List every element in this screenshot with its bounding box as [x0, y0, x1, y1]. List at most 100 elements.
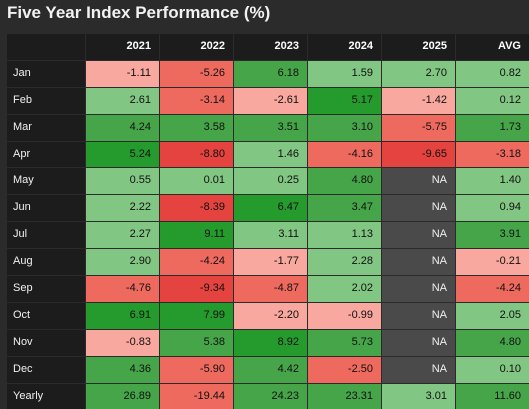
value-cell: 2.27	[86, 222, 159, 249]
value-cell: NA	[382, 249, 455, 276]
value-cell: 3.51	[234, 114, 307, 141]
value-cell: 2.05	[456, 302, 529, 329]
value-cell: 4.80	[308, 168, 381, 195]
column-header: 2024	[308, 34, 381, 60]
value-cell: -2.61	[234, 87, 307, 114]
column-header: 2021	[86, 34, 159, 60]
value-cell: 5.24	[86, 141, 159, 168]
value-cell: 4.80	[456, 329, 529, 356]
value-cell: -1.77	[234, 249, 307, 276]
value-cell: 5.73	[308, 329, 381, 356]
table-title: Five Year Index Performance (%)	[7, 3, 271, 22]
row-label: Feb	[7, 87, 85, 114]
value-cell: -19.44	[160, 383, 233, 409]
row-label: Jan	[7, 60, 85, 87]
value-cell: -4.76	[86, 276, 159, 302]
value-cell: 7.99	[160, 302, 233, 329]
value-cell: 2.61	[86, 87, 159, 114]
value-cell: 23.31	[308, 383, 381, 409]
value-cell: 1.59	[308, 60, 381, 87]
header-corner	[7, 34, 85, 60]
row-label: May	[7, 168, 85, 195]
value-cell: -3.18	[456, 141, 529, 168]
value-cell: 3.11	[234, 222, 307, 249]
value-cell: NA	[382, 302, 455, 329]
value-cell: -8.80	[160, 141, 233, 168]
value-cell: 4.42	[234, 356, 307, 383]
value-cell: 2.90	[86, 249, 159, 276]
value-cell: -5.26	[160, 60, 233, 87]
value-cell: -9.34	[160, 276, 233, 302]
value-cell: 11.60	[456, 383, 529, 409]
value-cell: -8.39	[160, 195, 233, 222]
value-cell: NA	[382, 222, 455, 249]
value-cell: 26.89	[86, 383, 159, 409]
value-cell: -3.14	[160, 87, 233, 114]
value-cell: 0.25	[234, 168, 307, 195]
value-cell: NA	[382, 168, 455, 195]
value-cell: 3.58	[160, 114, 233, 141]
value-cell: 0.94	[456, 195, 529, 222]
value-cell: NA	[382, 276, 455, 302]
value-cell: -0.21	[456, 249, 529, 276]
row-label: Aug	[7, 249, 85, 276]
value-cell: 2.02	[308, 276, 381, 302]
value-cell: 3.47	[308, 195, 381, 222]
value-cell: -4.24	[456, 276, 529, 302]
value-cell: 5.17	[308, 87, 381, 114]
column-header: 2022	[160, 34, 233, 60]
value-cell: 0.55	[86, 168, 159, 195]
value-cell: 0.12	[456, 87, 529, 114]
value-cell: NA	[382, 356, 455, 383]
value-cell: 6.47	[234, 195, 307, 222]
value-cell: 4.36	[86, 356, 159, 383]
row-label: Yearly	[7, 383, 85, 409]
value-cell: NA	[382, 329, 455, 356]
value-cell: -5.75	[382, 114, 455, 141]
value-cell: -2.20	[234, 302, 307, 329]
value-cell: 4.24	[86, 114, 159, 141]
row-label: Sep	[7, 276, 85, 302]
column-header: 2025	[382, 34, 455, 60]
value-cell: 9.11	[160, 222, 233, 249]
value-cell: 1.73	[456, 114, 529, 141]
value-cell: -2.50	[308, 356, 381, 383]
value-cell: 0.10	[456, 356, 529, 383]
value-cell: 8.92	[234, 329, 307, 356]
column-header: AVG	[456, 34, 529, 60]
value-cell: 3.01	[382, 383, 455, 409]
value-cell: -0.99	[308, 302, 381, 329]
row-label: Mar	[7, 114, 85, 141]
value-cell: 1.40	[456, 168, 529, 195]
value-cell: 1.46	[234, 141, 307, 168]
value-cell: 3.91	[456, 222, 529, 249]
value-cell: 2.70	[382, 60, 455, 87]
value-cell: -1.11	[86, 60, 159, 87]
row-label: Apr	[7, 141, 85, 168]
value-cell: 24.23	[234, 383, 307, 409]
value-cell: 5.38	[160, 329, 233, 356]
value-cell: -4.24	[160, 249, 233, 276]
row-label: Jul	[7, 222, 85, 249]
value-cell: 6.18	[234, 60, 307, 87]
value-cell: -5.90	[160, 356, 233, 383]
column-header: 2023	[234, 34, 307, 60]
value-cell: -0.83	[86, 329, 159, 356]
row-label: Nov	[7, 329, 85, 356]
value-cell: -9.65	[382, 141, 455, 168]
value-cell: 0.82	[456, 60, 529, 87]
value-cell: 1.13	[308, 222, 381, 249]
value-cell: 6.91	[86, 302, 159, 329]
value-cell: -4.16	[308, 141, 381, 168]
row-label: Jun	[7, 195, 85, 222]
value-cell: NA	[382, 195, 455, 222]
value-cell: -4.87	[234, 276, 307, 302]
value-cell: 0.01	[160, 168, 233, 195]
row-label: Dec	[7, 356, 85, 383]
performance-table: 2021 2022 2023 2024 2025 AVG Jan -1.11 -5.26 6.18…	[7, 34, 529, 409]
value-cell: 2.28	[308, 249, 381, 276]
row-label: Oct	[7, 302, 85, 329]
value-cell: 3.10	[308, 114, 381, 141]
value-cell: 2.22	[86, 195, 159, 222]
value-cell: -1.42	[382, 87, 455, 114]
